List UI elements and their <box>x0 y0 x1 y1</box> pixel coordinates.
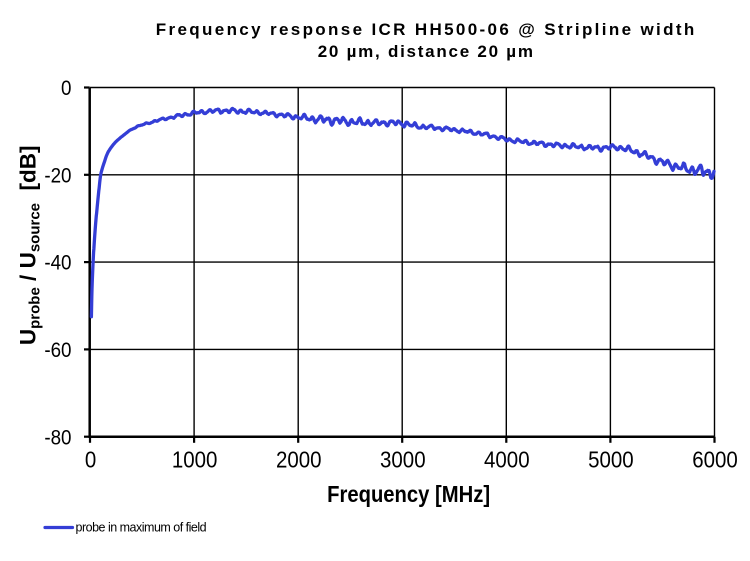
svg-text:20 µm, distance 20 µm: 20 µm, distance 20 µm <box>318 42 535 61</box>
svg-text:0: 0 <box>85 446 96 472</box>
svg-text:6000: 6000 <box>692 446 738 472</box>
svg-text:Frequency [MHz]: Frequency [MHz] <box>327 481 490 508</box>
svg-text:probe in maximum of field: probe in maximum of field <box>76 521 207 535</box>
svg-text:-80: -80 <box>44 426 71 449</box>
svg-text:-60: -60 <box>44 339 71 362</box>
svg-text:2000: 2000 <box>276 446 322 472</box>
svg-text:0: 0 <box>61 77 71 100</box>
svg-text:Frequency response ICR HH500-0: Frequency response ICR HH500-06 @ Stripl… <box>156 20 697 39</box>
svg-text:5000: 5000 <box>588 446 634 472</box>
svg-text:-40: -40 <box>44 252 71 275</box>
svg-text:1000: 1000 <box>172 446 218 472</box>
svg-text:-20: -20 <box>44 164 71 187</box>
svg-text:4000: 4000 <box>484 446 530 472</box>
svg-text:3000: 3000 <box>380 446 426 472</box>
